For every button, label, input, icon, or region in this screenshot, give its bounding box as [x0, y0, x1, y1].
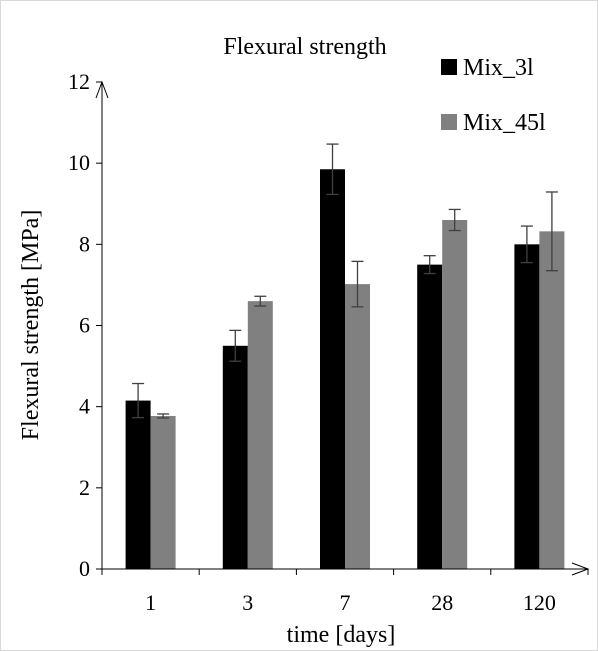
legend-swatch: [441, 114, 457, 130]
bar-mix-45l: [442, 219, 468, 569]
legend: Mix_3l Mix_45l: [441, 55, 546, 136]
chart-title: Flexural strength: [223, 34, 386, 60]
error-bars-layer: [132, 143, 558, 419]
y-tick-label: 0: [79, 556, 90, 581]
y-tick-label: 10: [68, 150, 90, 175]
y-tick-label: 4: [79, 394, 90, 419]
x-axis-title: time [days]: [287, 622, 396, 648]
bar-mix-45l: [539, 231, 565, 569]
bar-mix-3l: [417, 264, 443, 569]
bar-mix-3l: [320, 169, 345, 570]
y-tick-label: 6: [79, 313, 90, 338]
x-tick-label: 120: [523, 590, 556, 615]
legend-label: Mix_45l: [463, 110, 546, 136]
x-tick-label: 7: [340, 590, 351, 615]
x-tick-label: 28: [431, 590, 453, 615]
y-tick-label: 12: [68, 69, 90, 94]
legend-swatch: [441, 59, 457, 75]
x-tick-label: 3: [242, 590, 253, 615]
bar-mix-3l: [514, 244, 540, 570]
bar-mix-3l: [222, 345, 248, 569]
y-axis-ticks: 0 2 4 6 8 10 12: [68, 69, 102, 581]
x-tick-label: 1: [145, 590, 156, 615]
y-tick-label: 2: [79, 475, 90, 500]
bar-mix-45l: [345, 284, 370, 569]
bar-mix-45l: [150, 416, 176, 569]
y-axis-title: Flexural strength [MPa]: [18, 210, 44, 441]
y-tick-label: 8: [79, 231, 90, 256]
x-axis-ticks: 1 3 7 28 120: [101, 569, 589, 615]
bar-mix-3l: [125, 400, 151, 569]
legend-label: Mix_3l: [463, 55, 534, 81]
bars-layer: [125, 169, 565, 570]
bar-mix-45l: [247, 301, 273, 569]
